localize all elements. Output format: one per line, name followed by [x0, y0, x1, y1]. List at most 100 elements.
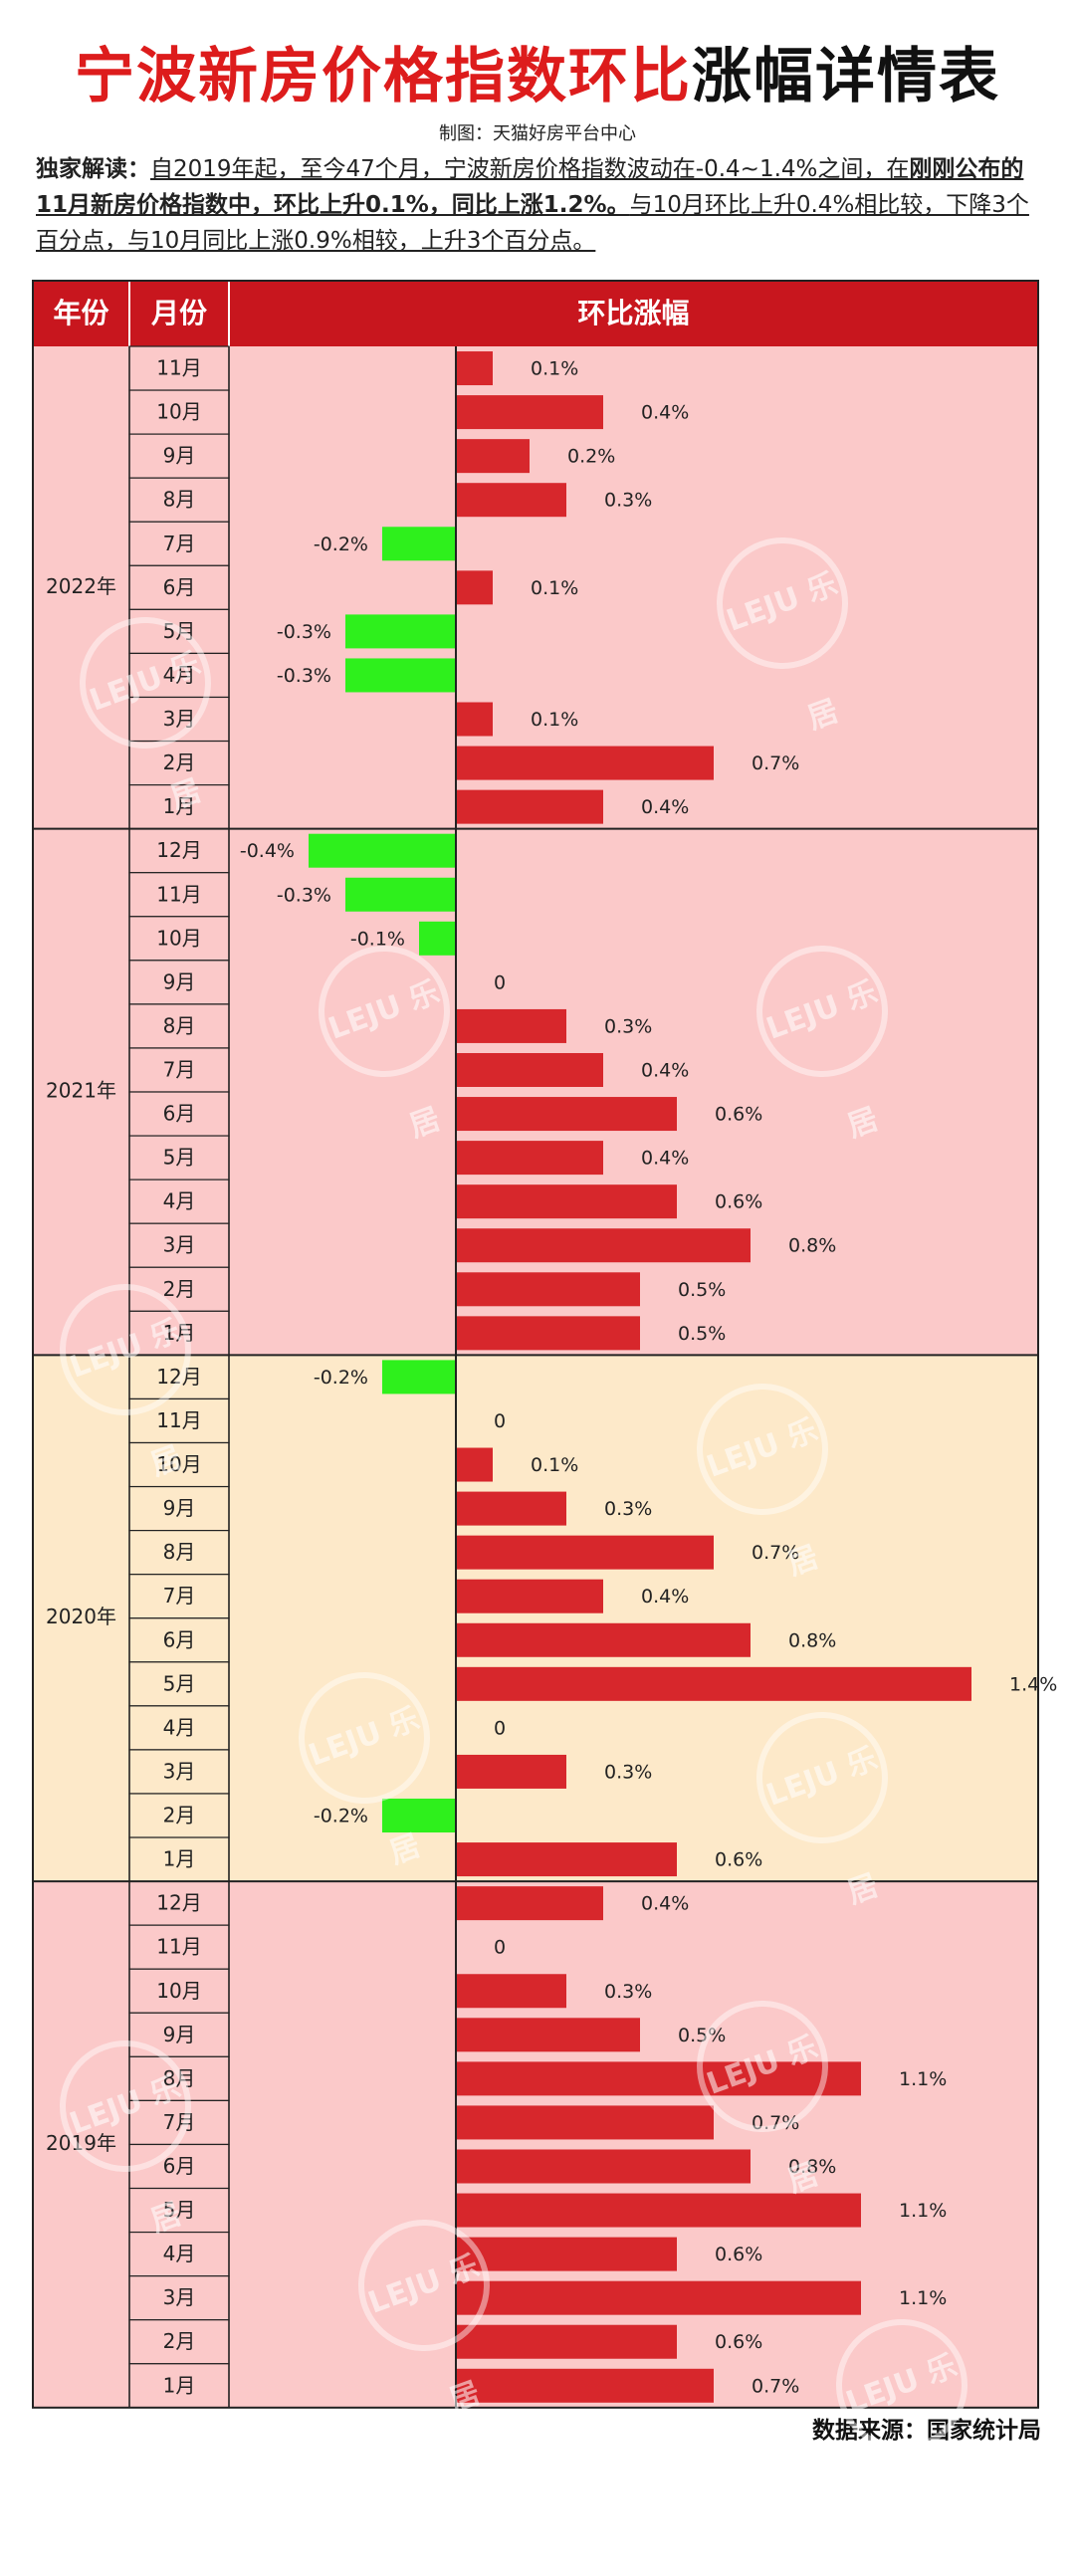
bar: [456, 1228, 751, 1263]
bar: [456, 1008, 566, 1043]
bar: [456, 1886, 603, 1921]
bar: [456, 789, 603, 824]
month-cell: [128, 1485, 230, 1532]
month-cell: [128, 2319, 230, 2365]
bar: [456, 570, 493, 605]
data-label: 0.3%: [604, 490, 652, 512]
data-label: -0.1%: [350, 928, 405, 950]
data-label: 0.1%: [531, 1454, 578, 1476]
data-label: -0.4%: [240, 840, 295, 862]
month-cell: [128, 1661, 230, 1707]
month-cell: [128, 828, 230, 874]
bar: [456, 746, 714, 780]
data-label: 0.4%: [641, 1893, 689, 1915]
data-label: 0.3%: [604, 1981, 652, 2003]
bar: [456, 483, 566, 518]
data-label: 0.3%: [604, 1015, 652, 1037]
page-title-red: 宁波新房价格指数环比: [75, 42, 692, 111]
month-label: 3月: [163, 1233, 196, 1257]
bar: [456, 1491, 566, 1526]
month-label: 9月: [163, 444, 196, 468]
month-cell: [128, 2187, 230, 2234]
bar: [345, 877, 456, 912]
month-label: 12月: [156, 838, 201, 862]
header-change: 环比涨幅: [577, 297, 689, 329]
bar: [456, 1141, 603, 1176]
data-label: 0.5%: [678, 1279, 726, 1301]
data-label: 0.5%: [678, 2025, 726, 2046]
bar: [456, 2280, 861, 2315]
table-header: [33, 281, 1038, 346]
bar: [456, 1052, 603, 1087]
data-label: 1.1%: [899, 2200, 947, 2222]
data-label: 0.8%: [788, 1629, 836, 1651]
month-label: 10月: [156, 1452, 201, 1476]
bar: [456, 1622, 751, 1657]
month-cell: [128, 1091, 230, 1137]
header-month: 月份: [150, 297, 207, 329]
data-label: 0: [494, 1937, 506, 1959]
bar: [456, 2237, 677, 2271]
data-label: 0.7%: [752, 752, 799, 774]
bar: [456, 351, 493, 386]
data-label: 0.8%: [788, 1235, 836, 1257]
data-label: 0: [494, 1410, 506, 1432]
month-label: 5月: [163, 2198, 196, 2222]
month-label: 11月: [156, 356, 201, 380]
month-cell: [128, 2275, 230, 2321]
month-label: 6月: [163, 1627, 196, 1651]
month-label: 5月: [163, 1671, 196, 1695]
bar: [456, 2105, 714, 2140]
bar: [456, 2149, 751, 2184]
month-label: 6月: [163, 575, 196, 599]
month-label: 12月: [156, 1365, 201, 1389]
data-label: 0.4%: [641, 1586, 689, 1608]
month-label: 2月: [163, 1804, 196, 1827]
year-label: 2019年: [46, 2131, 116, 2155]
data-label: -0.3%: [277, 665, 331, 687]
data-label: 0: [494, 971, 506, 993]
header-year: 年份: [53, 297, 108, 329]
data-label: -0.2%: [314, 1367, 368, 1389]
month-label: 12月: [156, 1891, 201, 1915]
data-label: 0.4%: [641, 1148, 689, 1170]
year-label: 2020年: [46, 1605, 116, 1628]
bar: [456, 2368, 714, 2403]
bar: [456, 395, 603, 430]
month-label: 1月: [163, 1847, 196, 1871]
data-label: 0.2%: [567, 446, 615, 468]
bar: [456, 1097, 677, 1132]
data-label: 1.1%: [899, 2068, 947, 2090]
chart: 年份 月份 环比涨幅 11月 0.1% 10月 0.4% 9月 0.2% 8月 0.3% 7月 -0.2…: [32, 280, 1057, 2409]
month-label: 6月: [163, 2154, 196, 2178]
data-label: 1.4%: [1009, 1673, 1057, 1695]
data-label: 0: [494, 1717, 506, 1739]
month-cell: [128, 960, 230, 1005]
page-title-black: 涨幅详情表: [692, 42, 1000, 111]
data-label: 0.6%: [715, 1104, 762, 1126]
month-label: 9月: [163, 2023, 196, 2046]
bar: [456, 1974, 566, 2009]
data-label: -0.3%: [277, 621, 331, 643]
month-label: 2月: [163, 1277, 196, 1301]
data-label: -0.2%: [314, 1806, 368, 1827]
intro-lead: 独家解读：: [36, 156, 150, 182]
data-label: 0.3%: [604, 1761, 652, 1783]
intro-bold-1: 刚刚公布的11月新房价格指数中，环比上升0.1%，同比上涨1.2%。: [36, 156, 1024, 218]
month-cell: [128, 2099, 230, 2146]
bar: [419, 921, 456, 956]
month-label: 7月: [163, 1584, 196, 1608]
bar: [309, 833, 456, 868]
month-cell: [128, 916, 230, 962]
month-cell: [128, 1793, 230, 1838]
bar: [456, 1579, 603, 1613]
year-label: 2021年: [46, 1079, 116, 1103]
bar: [345, 614, 456, 649]
data-label: -0.3%: [277, 884, 331, 906]
data-label: 1.1%: [899, 2287, 947, 2309]
data-label: 0.4%: [641, 402, 689, 424]
intro-text-1: 自2019年起，至今47个月，宁波新房价格指数波动在-0.4~1.4%之间，在: [150, 156, 910, 182]
month-label: 4月: [163, 1715, 196, 1739]
data-label: 0.4%: [641, 1059, 689, 1081]
month-label: 9月: [163, 1496, 196, 1520]
